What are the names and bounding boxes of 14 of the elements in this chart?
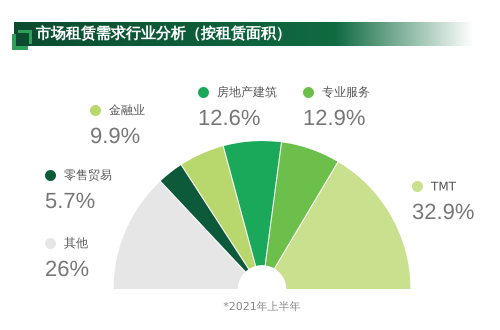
data-label: 32.9% bbox=[412, 199, 474, 225]
data-label: 26% bbox=[45, 256, 90, 282]
legend-label: 房地产建筑 bbox=[217, 85, 277, 100]
data-label: 12.9% bbox=[303, 105, 366, 132]
legend-label: 金融业 bbox=[109, 103, 145, 118]
text: *2021年上半年 bbox=[222, 299, 302, 314]
legend-label: 其他 bbox=[64, 236, 88, 250]
data-label: 9.9% bbox=[90, 123, 142, 150]
chart-title: 市场租赁需求行业分析（按租赁面积） bbox=[36, 24, 291, 43]
data-label: 5.7% bbox=[45, 188, 96, 214]
legend-label: TMT bbox=[431, 180, 456, 194]
legend-label: 专业服务 bbox=[322, 85, 370, 100]
data-label: 12.6% bbox=[198, 105, 262, 132]
legend-label: 零售贸易 bbox=[64, 168, 112, 182]
